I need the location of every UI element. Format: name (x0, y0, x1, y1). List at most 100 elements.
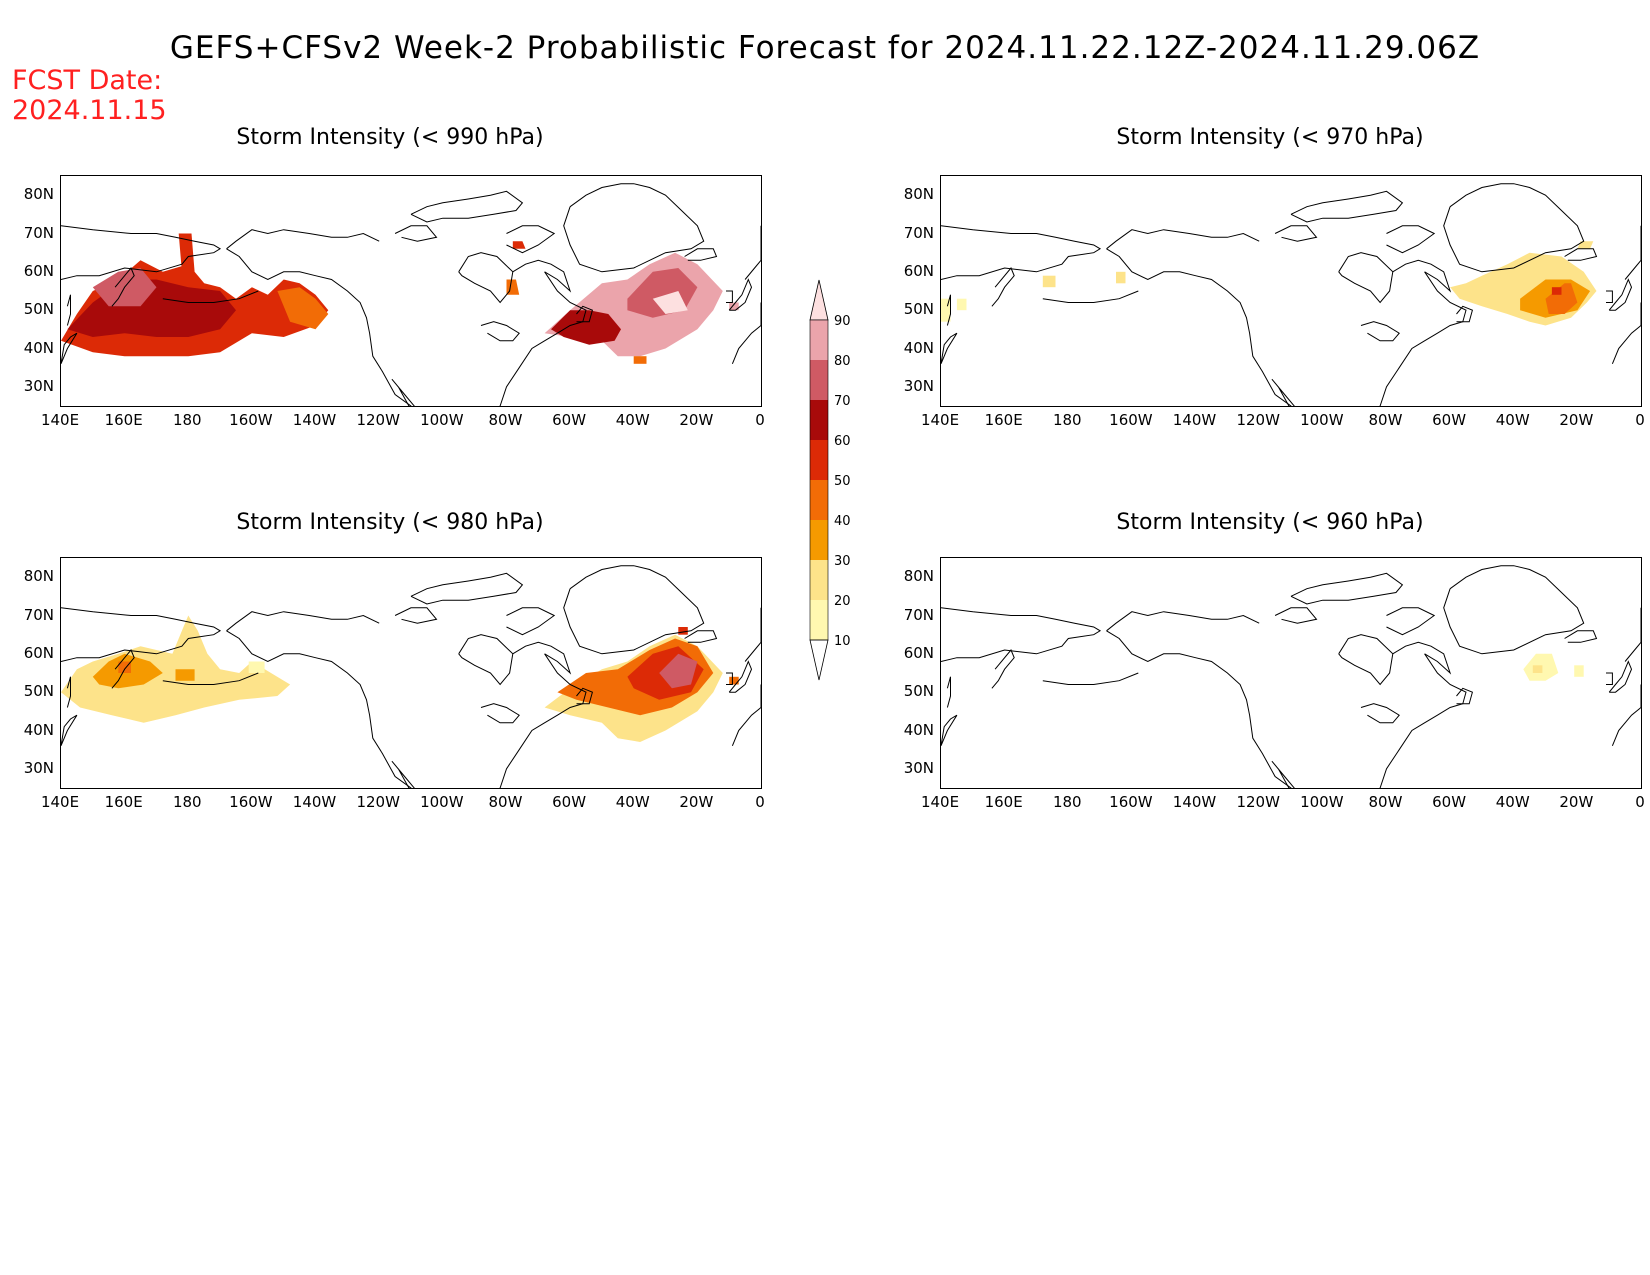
coastline-newfoundland (1456, 687, 1474, 705)
coastline-iceland (684, 248, 718, 261)
coastline-newfoundland (576, 305, 594, 323)
coastline-sakhalin (66, 294, 71, 326)
map-panel-970 (940, 175, 1642, 407)
coastline-japan (941, 332, 958, 364)
panel-title-970: Storm Intensity (< 970 hPa) (1116, 125, 1424, 150)
lon-tick-label: 80W (1368, 793, 1403, 811)
coastline-europe (731, 302, 761, 364)
colorbar-level-label: 70 (834, 394, 851, 409)
probability-region (277, 287, 329, 330)
probability-region (1577, 241, 1594, 249)
lat-tick-label: 80N (23, 567, 54, 586)
coastline-hudsonbay (458, 252, 514, 304)
colorbar-segment (810, 400, 828, 440)
lon-tick-label: 20W (679, 793, 714, 811)
lat-tick-label: 50N (23, 682, 54, 701)
lon-tick-label: 160W (1109, 411, 1153, 429)
coastline-britishisles (728, 278, 753, 311)
lon-tick-label: 160E (104, 793, 143, 811)
colorbar-min-arrow (809, 639, 829, 681)
coastline-eastcoast (1379, 653, 1467, 788)
lon-tick-label: 160W (1109, 793, 1153, 811)
lon-tick-label: 180 (172, 793, 202, 811)
coastline-baja (391, 378, 415, 406)
lat-tick-label: 30N (23, 376, 54, 395)
coastline-baffin (1386, 607, 1436, 636)
probability-region (678, 627, 688, 635)
map-panel-990 (60, 175, 762, 407)
coastline-hudsonbay (1338, 252, 1394, 304)
lon-tick-label: 180 (172, 411, 202, 429)
probability-region (652, 291, 688, 314)
lon-tick-label: 140E (40, 793, 80, 811)
main-title: GEFS+CFSv2 Week-2 Probabilistic Forecast… (169, 30, 1481, 66)
lat-tick-label: 70N (23, 223, 54, 242)
coastline-greatlakes (1360, 703, 1400, 724)
lon-tick-label: 80W (488, 793, 523, 811)
lat-tick-label: 60N (903, 261, 934, 280)
lat-tick-label: 60N (23, 643, 54, 662)
lon-tick-label: 60W (552, 411, 587, 429)
probability-region (551, 310, 621, 345)
coastline-siberia (941, 225, 1102, 280)
coastline-labrador (1392, 641, 1452, 675)
map-990 (61, 183, 761, 406)
lon-tick-label: 20W (1559, 411, 1594, 429)
lat-tick-label: 40N (903, 338, 934, 357)
coastline-iceland (1564, 630, 1598, 643)
lon-tick-label: 100W (1300, 793, 1344, 811)
lon-tick-label: 20W (679, 411, 714, 429)
lat-tick-label: 50N (903, 300, 934, 319)
coastline-scandinavia (744, 607, 761, 662)
coastline-northamericawest (1106, 630, 1292, 788)
lat-tick-label: 80N (903, 185, 934, 204)
coastline-alaska (226, 611, 380, 632)
coastline-alaska (226, 229, 380, 250)
colorbar-segment (810, 480, 828, 520)
lon-tick-label: 100W (420, 793, 464, 811)
lon-tick-label: 40W (615, 793, 650, 811)
lon-tick-label: 40W (1495, 411, 1530, 429)
colorbar-level-label: 10 (834, 634, 851, 649)
coastline-alaska (1106, 229, 1260, 250)
coastline-britishisles (1608, 278, 1633, 311)
lat-tick-label: 50N (903, 682, 934, 701)
lat-tick-label: 40N (23, 338, 54, 357)
coastline-eastcoast (1379, 271, 1467, 406)
lon-tick-label: 140W (1172, 411, 1217, 429)
lat-tick-label: 50N (23, 300, 54, 319)
coastline-japan (61, 332, 78, 364)
colorbar-segment (810, 320, 828, 360)
coastline-ireland (1606, 290, 1613, 303)
coastline-kamchatka (991, 649, 1015, 689)
coastline-arcticislands (410, 572, 524, 605)
probability-region (1116, 271, 1126, 284)
colorbar-graphic: 10 20 30 40 50 60 70 80 90 (809, 279, 851, 681)
coastline-ireland (726, 672, 733, 685)
coastline-aleutians (1042, 290, 1139, 303)
coastline-victoria (394, 225, 438, 242)
probability-region (659, 653, 698, 689)
coastline-scandinavia (744, 225, 761, 280)
colorbar: 10 20 30 40 50 60 70 80 90 (800, 270, 870, 704)
colorbar-segment (810, 520, 828, 560)
probability-region (956, 298, 967, 311)
lat-tick-label: 40N (903, 720, 934, 739)
probability-region (178, 233, 195, 272)
lat-tick-label: 40N (23, 720, 54, 739)
coastline-sakhalin (66, 676, 71, 708)
colorbar-level-label: 50 (834, 474, 851, 489)
coastline-arcticislands (410, 190, 524, 223)
coastline-ireland (1606, 672, 1613, 685)
coastline-greenland (1443, 565, 1585, 655)
map-panel-980 (60, 557, 762, 789)
coastline-japan (61, 714, 78, 746)
coastline-greatlakes (480, 703, 520, 724)
lat-tick-label: 70N (23, 605, 54, 624)
coastline-northamericawest (1106, 248, 1292, 406)
coastline-labrador (512, 641, 572, 675)
probability-region (61, 615, 291, 723)
coastline-europe (1611, 684, 1641, 746)
probability-region (248, 661, 265, 673)
probability-region (175, 669, 195, 681)
